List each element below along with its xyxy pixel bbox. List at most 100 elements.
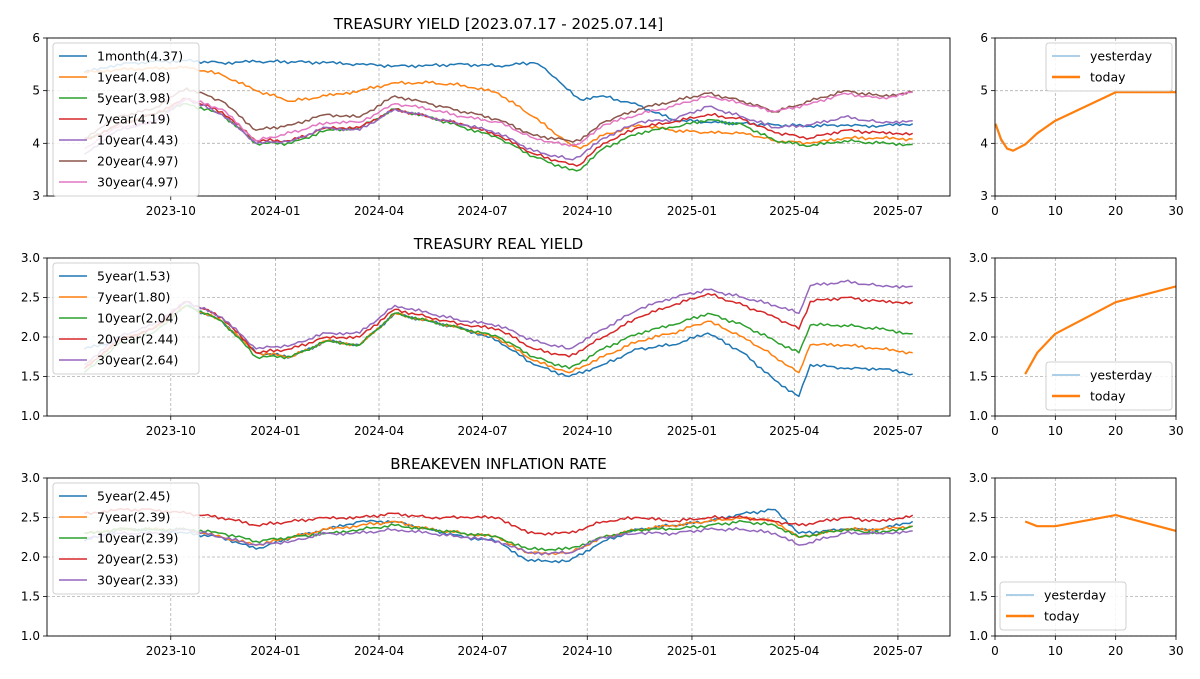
series-group <box>1024 514 1176 532</box>
legend-label: 5year(1.53) <box>97 269 170 284</box>
x-tick-label: 2025-01 <box>667 644 717 658</box>
x-tick-label: 20 <box>1108 644 1123 658</box>
y-tick-label: 4 <box>980 136 988 150</box>
legend-label: 5year(3.98) <box>97 91 170 106</box>
x-tick-label: 10 <box>1048 644 1063 658</box>
legend-box <box>999 581 1127 631</box>
legend-label: 30year(2.64) <box>97 353 178 368</box>
breakeven-inflation-history-panel: 1.0 1.5 2.0 2.5 3.0 2023-10 2024-01 2024-04 2024… <box>21 455 951 658</box>
x-tick-label: 2024-04 <box>354 644 404 658</box>
breakeven-inflation-curve-panel: 1.0 1.5 2.0 2.5 3.0 0 10 20 30 yesterday today <box>969 471 1184 658</box>
plot-frame <box>994 37 1177 197</box>
x-tick-label: 2025-01 <box>667 204 717 218</box>
series-line-10year-2-04- <box>83 304 913 374</box>
y-tick-label: 2.0 <box>21 330 40 344</box>
plot-frame <box>994 477 1177 637</box>
legend-label: 20year(2.44) <box>97 332 178 347</box>
x-tick-label: 2025-04 <box>769 644 819 658</box>
chart-title: TREASURY YIELD [2023.07.17 - 2025.07.14] <box>333 15 663 33</box>
x-tick-label: 2024-01 <box>250 644 300 658</box>
series-line-20year-2-53- <box>84 507 914 536</box>
y-tick-label: 6 <box>32 31 40 45</box>
x-tick-label: 30 <box>1168 204 1183 218</box>
y-tick-label: 2.0 <box>969 550 988 564</box>
x-tick-label: 2024-01 <box>250 424 300 438</box>
y-tick-label: 1.0 <box>21 629 40 643</box>
x-tick-label: 2025-01 <box>667 424 717 438</box>
x-tick-label: 0 <box>991 424 999 438</box>
legend-label: 30year(2.33) <box>97 573 178 588</box>
series-line-1month-4-37- <box>83 58 914 129</box>
y-tick-label: 1.0 <box>969 629 988 643</box>
plot-frame <box>46 477 951 637</box>
legend-box <box>52 42 200 197</box>
plot-frame <box>46 37 951 197</box>
series-line-yesterday <box>1024 285 1176 375</box>
y-tick-label: 1.5 <box>969 370 988 384</box>
series-line-10year-2-39- <box>84 519 913 552</box>
y-tick-label: 3.0 <box>969 471 988 485</box>
series-group <box>995 91 1176 152</box>
legend-label: 7year(4.19) <box>97 112 170 127</box>
x-tick-label: 2024-01 <box>250 204 300 218</box>
y-tick-label: 3.0 <box>21 251 40 265</box>
x-tick-label: 20 <box>1108 424 1123 438</box>
plot-frame <box>994 257 1177 417</box>
legend-label: yesterday <box>1090 49 1153 64</box>
legend-box <box>1045 42 1173 92</box>
series-line-20year-2-44- <box>83 292 914 370</box>
legend-label: yesterday <box>1044 588 1107 603</box>
series-line-today <box>1024 285 1176 375</box>
treasury-real-yield-curve-panel: 1.0 1.5 2.0 2.5 3.0 0 10 20 30 yesterday today <box>969 251 1184 438</box>
y-tick-label: 1.0 <box>21 409 40 423</box>
y-tick-label: 2.0 <box>969 330 988 344</box>
legend-label: today <box>1090 389 1126 404</box>
x-tick-label: 30 <box>1168 644 1183 658</box>
x-tick-label: 2025-04 <box>769 424 819 438</box>
series-line-10year-4-43- <box>83 97 913 161</box>
x-tick-label: 2024-10 <box>562 204 612 218</box>
legend-label: 20year(2.53) <box>97 552 178 567</box>
x-tick-label: 2024-04 <box>354 424 404 438</box>
x-tick-label: 0 <box>991 644 999 658</box>
series-line-5year-1-53- <box>83 304 913 398</box>
legend-label: 7year(2.39) <box>97 510 170 525</box>
series-line-5year-3-98- <box>83 103 913 172</box>
y-tick-label: 1.0 <box>969 409 988 423</box>
legend-label: today <box>1044 609 1080 624</box>
series-line-7year-1-80- <box>83 304 913 374</box>
x-tick-label: 10 <box>1048 424 1063 438</box>
legend: yesterday today <box>999 581 1127 631</box>
legend-label: today <box>1090 70 1126 85</box>
legend: yesterday today <box>1045 361 1173 411</box>
series-line-30year-2-33- <box>84 526 913 556</box>
x-tick-label: 2025-04 <box>769 204 819 218</box>
series-group <box>83 58 914 172</box>
treasury-yield-history-panel: 3 4 5 6 2023-10 2024-01 2024-04 2024-07 2024-10 2… <box>32 15 951 218</box>
y-tick-label: 2.5 <box>969 291 988 305</box>
chart-title: BREAKEVEN INFLATION RATE <box>390 455 607 473</box>
treasury-yield-curve-panel: 3 4 5 6 0 10 20 30 yesterday today <box>980 31 1183 218</box>
legend-label: 10year(2.04) <box>97 311 178 326</box>
x-tick-label: 2025-07 <box>873 204 923 218</box>
legend-box <box>52 262 200 375</box>
x-tick-label: 2025-07 <box>873 424 923 438</box>
x-tick-label: 2023-10 <box>146 424 196 438</box>
series-line-today <box>1024 514 1176 532</box>
x-tick-label: 2024-10 <box>562 644 612 658</box>
legend-label: 10year(4.43) <box>97 133 178 148</box>
y-tick-label: 3 <box>980 189 988 203</box>
y-tick-label: 2.5 <box>21 511 40 525</box>
series-group <box>83 507 914 564</box>
y-tick-label: 2.5 <box>969 511 988 525</box>
legend: yesterday today <box>1045 42 1173 92</box>
x-tick-label: 2023-10 <box>146 204 196 218</box>
series-line-today <box>995 91 1176 152</box>
legend-box <box>1045 361 1173 411</box>
legend: 5year(1.53) 7year(1.80) 10year(2.04) 20year… <box>52 262 200 375</box>
y-tick-label: 3 <box>32 189 40 203</box>
x-tick-label: 30 <box>1168 424 1183 438</box>
series-group <box>1024 285 1176 375</box>
